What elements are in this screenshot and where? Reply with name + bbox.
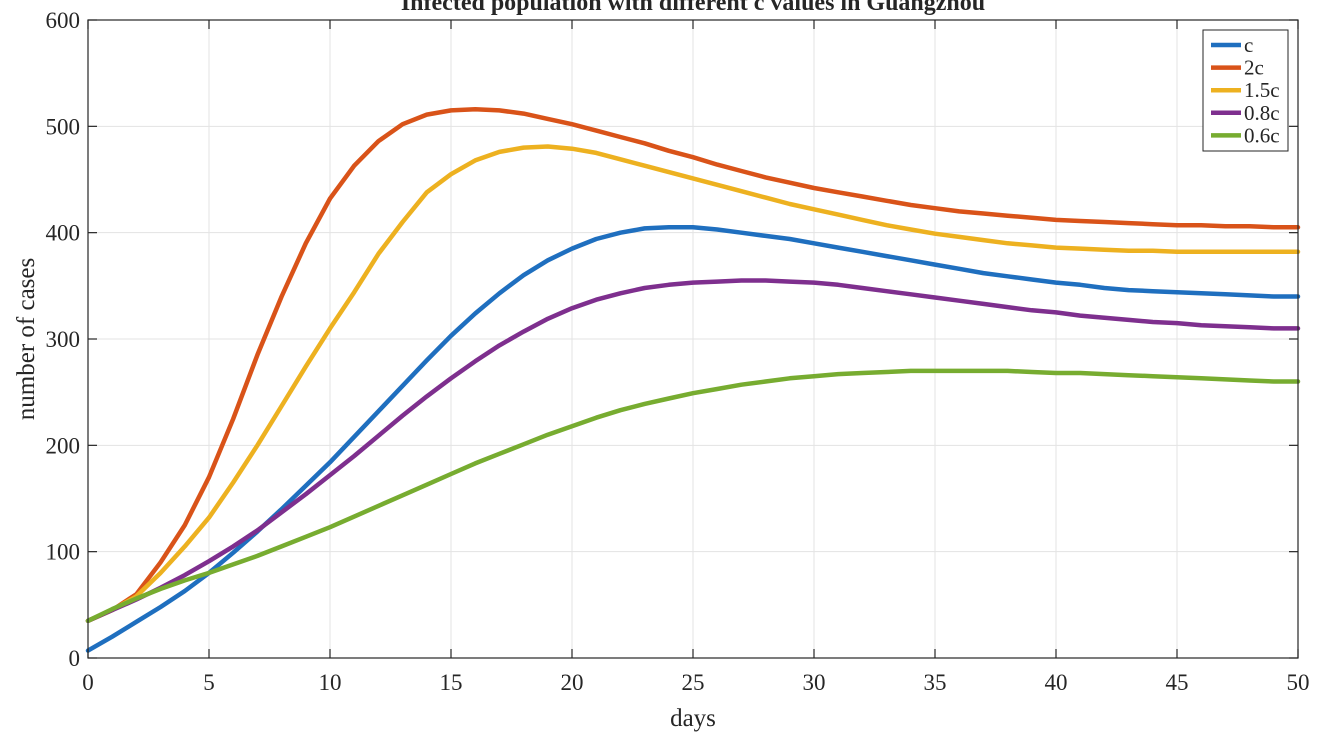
x-tick-label: 10 bbox=[319, 670, 342, 695]
series-line-2c bbox=[85, 107, 1301, 624]
legend-item: 0.6c bbox=[1211, 123, 1280, 147]
y-tick-label: 0 bbox=[69, 646, 81, 671]
legend-item: 0.8c bbox=[1211, 101, 1280, 125]
x-tick-label: 50 bbox=[1287, 670, 1310, 695]
legend-label: 2c bbox=[1244, 56, 1264, 80]
y-tick-label: 100 bbox=[46, 540, 81, 565]
x-tick-label: 5 bbox=[203, 670, 215, 695]
series-lines bbox=[85, 107, 1301, 653]
legend-label: 0.8c bbox=[1244, 101, 1280, 125]
legend-item: 1.5c bbox=[1211, 78, 1280, 102]
y-tick-label: 200 bbox=[46, 433, 81, 458]
y-tick-label: 300 bbox=[46, 327, 81, 352]
legend-label: 1.5c bbox=[1244, 78, 1280, 102]
x-tick-label: 25 bbox=[682, 670, 705, 695]
y-tick-label: 600 bbox=[46, 8, 81, 33]
x-tick-label: 0 bbox=[82, 670, 94, 695]
x-axis-label: days bbox=[670, 705, 716, 732]
x-tick-label: 30 bbox=[803, 670, 826, 695]
legend-item: 2c bbox=[1211, 56, 1264, 80]
x-tick-label: 45 bbox=[1166, 670, 1189, 695]
legend-label: 0.6c bbox=[1244, 123, 1280, 147]
grid bbox=[87, 19, 1299, 659]
y-axis-label: number of cases bbox=[13, 258, 40, 420]
series-line-c bbox=[85, 225, 1301, 653]
legend-item: c bbox=[1211, 33, 1253, 57]
y-tick-label: 400 bbox=[46, 221, 81, 246]
legend-label: c bbox=[1244, 33, 1253, 57]
series-line-0-8c bbox=[85, 278, 1301, 624]
y-tick-label: 500 bbox=[46, 114, 81, 139]
series-line-0-6c bbox=[85, 368, 1301, 624]
x-tick-label: 20 bbox=[561, 670, 584, 695]
x-tick-label: 15 bbox=[440, 670, 463, 695]
chart-title: Infected population with different c val… bbox=[401, 0, 985, 16]
series-line-1-5c bbox=[85, 144, 1301, 624]
x-tick-label: 40 bbox=[1045, 670, 1068, 695]
x-tick-label: 35 bbox=[924, 670, 947, 695]
